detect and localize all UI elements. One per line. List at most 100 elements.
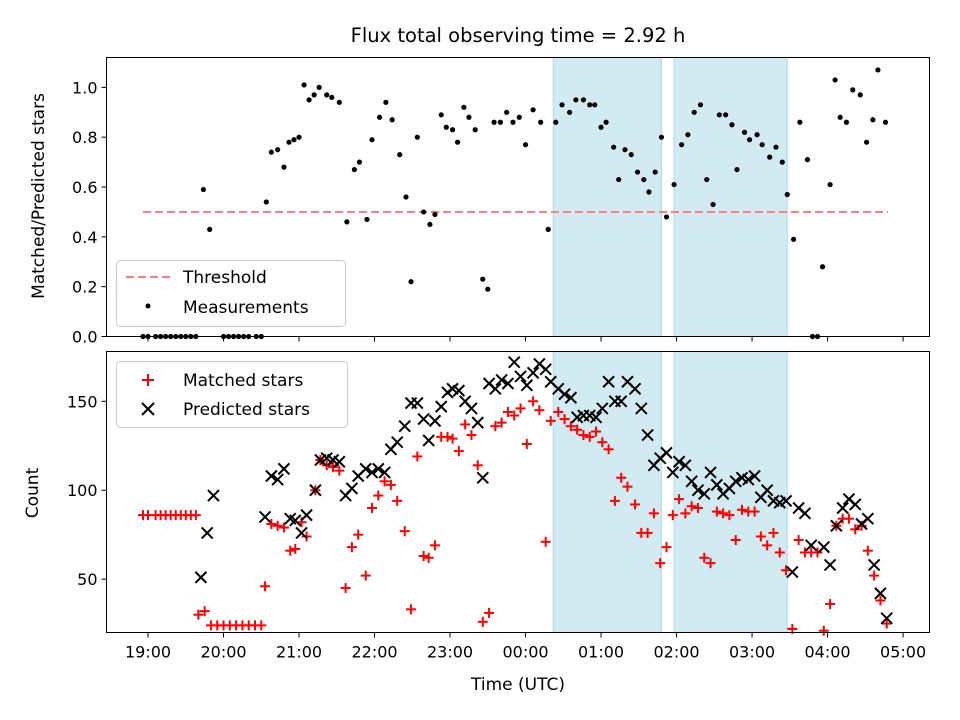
predicted-star-point — [742, 473, 755, 486]
measurement-point — [454, 139, 461, 145]
predicted-star-point — [710, 478, 724, 492]
chart-title: Flux total observing time = 2.92 h — [351, 24, 686, 47]
measurement-point — [356, 159, 363, 165]
matched-star-point — [661, 542, 672, 553]
predicted-star-point — [508, 355, 521, 369]
matched-star-point — [762, 540, 773, 551]
matched-star-point — [655, 558, 666, 569]
predicted-star-point — [786, 565, 799, 579]
predicted-star-point — [300, 508, 313, 522]
matched-star-point — [540, 536, 551, 547]
measurement-point — [344, 219, 350, 225]
matched-star-point — [190, 510, 201, 521]
matched-star-point — [334, 465, 345, 476]
legend-measurements-label: Measurements — [183, 298, 309, 318]
matched-star-point — [477, 616, 488, 627]
predicted-star-point — [417, 412, 430, 426]
measurement-point — [837, 114, 843, 120]
matched-star-point — [692, 503, 703, 514]
matched-star-point — [578, 430, 589, 441]
measurement-point — [530, 107, 536, 113]
measurement-point — [741, 129, 748, 135]
predicted-star-point — [289, 514, 302, 527]
matched-star-point — [699, 552, 710, 563]
matched-star-point — [774, 547, 785, 558]
matched-star-point — [730, 535, 741, 546]
matched-star-point — [881, 618, 892, 629]
measurement-point — [819, 264, 826, 270]
measurement-point — [316, 84, 322, 90]
matched-star-point — [418, 551, 429, 562]
matched-star-point — [509, 410, 520, 421]
predicted-star-point — [666, 466, 679, 479]
measurement-point — [408, 279, 414, 285]
x-axis-label: Time (UTC) — [470, 675, 565, 695]
measurement-point — [421, 209, 427, 215]
predicted-star-point — [501, 377, 515, 390]
predicted-star-point — [614, 395, 628, 408]
predicted-star-point — [660, 446, 673, 460]
measurement-point — [522, 142, 529, 148]
measurement-point — [324, 92, 330, 98]
measurement-point — [754, 132, 760, 138]
legend-matched-swatch — [142, 374, 154, 386]
predicted-star-point — [452, 384, 466, 397]
matched-star-point — [353, 529, 364, 540]
measurement-point — [634, 169, 641, 175]
matched-star-point — [724, 510, 735, 521]
measurement-point — [200, 186, 206, 193]
measurement-point — [275, 147, 281, 153]
matched-star-point — [609, 495, 620, 506]
matched-star-point — [484, 607, 495, 618]
matched-star-point — [572, 424, 583, 435]
matched-star-point — [385, 479, 396, 490]
matched-star-point — [862, 545, 873, 556]
measurement-point — [383, 99, 389, 105]
matched-star-point — [360, 570, 371, 581]
matched-star-point — [199, 606, 210, 617]
measurement-point — [389, 117, 395, 123]
measurement-point — [797, 119, 803, 125]
predicted-star-point — [365, 466, 379, 479]
x-tick-label: 22:00 — [351, 643, 397, 662]
matched-star-point — [875, 595, 886, 606]
predicted-star-point — [390, 435, 404, 449]
measurement-point — [311, 92, 317, 98]
matched-star-point — [534, 405, 545, 416]
measurement-point — [723, 112, 729, 118]
predicted-star-point — [476, 471, 489, 484]
measurement-point — [497, 119, 503, 125]
measurement-point — [329, 94, 335, 100]
legend-matched-label: Matched stars — [183, 371, 303, 391]
predicted-star-point — [698, 487, 711, 500]
matched-star-point — [460, 419, 471, 430]
matched-star-point — [412, 451, 423, 462]
predicted-star-point — [880, 612, 893, 625]
measurement-point — [641, 176, 647, 183]
predicted-star-point — [628, 382, 642, 396]
matched-star-point — [686, 501, 697, 512]
legend-threshold-label: Threshold — [182, 268, 267, 288]
predicted-star-point — [830, 519, 843, 532]
matched-star-point — [442, 431, 453, 442]
x-tick-label: 00:00 — [502, 643, 548, 662]
matched-star-point — [502, 406, 513, 417]
measurement-point — [704, 176, 710, 183]
measurement-point — [804, 157, 811, 163]
predicted-star-point — [836, 501, 849, 515]
measurement-point — [697, 102, 704, 108]
matched-star-point — [869, 570, 880, 581]
matched-star-point — [843, 513, 854, 524]
matched-star-point — [340, 583, 351, 594]
measurement-point — [850, 87, 856, 93]
predicted-star-point — [435, 400, 448, 413]
measurement-point — [622, 147, 628, 153]
measurement-point — [628, 152, 634, 158]
measurement-point — [691, 109, 697, 115]
matched-star-point — [711, 506, 722, 517]
matched-star-point — [278, 522, 289, 533]
predicted-star-point — [861, 512, 875, 525]
predicted-star-point — [849, 498, 862, 511]
predicted-star-point — [359, 462, 372, 476]
measurement-point — [553, 119, 559, 125]
